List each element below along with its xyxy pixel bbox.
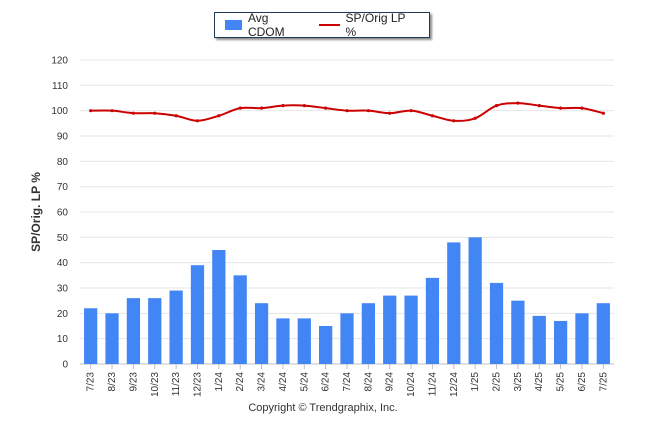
bar [126, 298, 141, 364]
line-point [195, 119, 200, 123]
x-tick-label: 3/24 [257, 372, 268, 392]
bar [148, 298, 162, 364]
y-tick-label: 0 [62, 360, 68, 371]
x-tick-label: 7/24 [342, 372, 353, 392]
x-tick-label: 8/24 [363, 372, 374, 392]
line-point [302, 104, 306, 108]
x-tick-label: 7/23 [86, 372, 97, 392]
x-tick-label: 5/24 [299, 372, 310, 392]
line-point [473, 116, 477, 120]
line-point [174, 114, 178, 118]
x-tick-label: 10/23 [150, 372, 161, 397]
y-tick-label: 120 [51, 56, 68, 67]
x-tick-label: 6/24 [321, 372, 332, 392]
legend-label-avg-cdom: Avg CDOM [247, 11, 285, 39]
bar [212, 250, 226, 364]
y-tick-label: 30 [57, 284, 69, 295]
line-point [537, 104, 541, 108]
x-tick-label: 12/24 [449, 372, 460, 397]
x-tick-label: 3/25 [513, 372, 524, 392]
x-tick-label: 1/25 [470, 372, 481, 392]
bar [276, 318, 290, 364]
line-point [110, 109, 114, 113]
legend-item-sp-orig: SP/Orig LP % [318, 11, 415, 39]
legend-swatch-bar-icon [225, 20, 242, 30]
bar [319, 326, 333, 364]
x-tick-label: 11/24 [427, 372, 438, 397]
legend-label-sp-orig: SP/Orig LP % [345, 11, 406, 39]
line-point [259, 106, 264, 110]
x-tick-label: 4/25 [534, 372, 545, 392]
x-tick-label: 4/24 [278, 372, 289, 392]
y-tick-label: 10 [57, 334, 69, 345]
line-point [238, 106, 242, 110]
x-tick-label: 6/25 [577, 372, 588, 392]
line-point [580, 106, 584, 110]
copyright-text: Copyright © Trendgraphix, Inc. [248, 402, 398, 414]
y-tick-label: 110 [52, 81, 68, 92]
y-tick-label: 40 [57, 258, 69, 269]
bar [297, 318, 311, 364]
x-tick-label: 9/23 [128, 372, 139, 392]
bar [596, 303, 610, 364]
y-tick-label: 50 [57, 233, 69, 244]
line-point [131, 111, 135, 115]
bar [233, 275, 247, 364]
line-point [281, 104, 285, 108]
bar [383, 295, 397, 364]
line-point [494, 104, 499, 108]
line-point [430, 114, 435, 118]
bar [404, 295, 418, 364]
line-point [345, 109, 349, 113]
x-tick-label: 12/23 [192, 372, 203, 397]
bar [553, 320, 568, 364]
x-tick-label: 9/24 [385, 372, 396, 392]
y-tick-label: 60 [57, 208, 69, 219]
x-tick-label: 1/24 [214, 372, 225, 392]
x-tick-label: 10/24 [406, 372, 417, 397]
chart-legend: Avg CDOM SP/Orig LP % [214, 11, 430, 39]
x-tick-label: 8/23 [107, 372, 118, 392]
bar [575, 313, 589, 364]
line-point [153, 111, 157, 115]
line-point [388, 111, 392, 115]
bar [489, 282, 504, 364]
bar [447, 242, 461, 364]
y-tick-label: 90 [57, 132, 69, 143]
y-tick-label: 20 [57, 309, 69, 320]
bar [532, 315, 546, 364]
line-point [409, 109, 413, 113]
bar [105, 313, 119, 364]
line-point [217, 114, 221, 118]
bar [190, 265, 205, 364]
x-tick-label: 11/23 [171, 372, 182, 397]
line-point [559, 106, 563, 110]
line-point [324, 106, 328, 110]
line-point [89, 109, 93, 113]
x-tick-label: 7/25 [598, 372, 609, 392]
line-point [366, 109, 370, 113]
bar [340, 313, 354, 364]
line-point [452, 119, 456, 123]
legend-swatch-line-icon [318, 24, 340, 26]
x-tick-label: 5/25 [556, 372, 567, 392]
bar [511, 300, 525, 364]
line-point [516, 101, 520, 105]
y-tick-label: 100 [51, 106, 68, 117]
bar [425, 277, 440, 364]
x-tick-label: 2/25 [492, 372, 503, 392]
legend-item-avg-cdom: Avg CDOM [225, 11, 305, 39]
line-point [601, 111, 605, 115]
y-tick-label: 70 [57, 182, 69, 193]
bar [361, 303, 375, 364]
bar [468, 237, 482, 364]
bar [254, 303, 269, 364]
bar [84, 308, 98, 364]
y-tick-label: 80 [57, 157, 69, 168]
bar [169, 290, 183, 364]
x-tick-label: 2/24 [235, 372, 246, 392]
